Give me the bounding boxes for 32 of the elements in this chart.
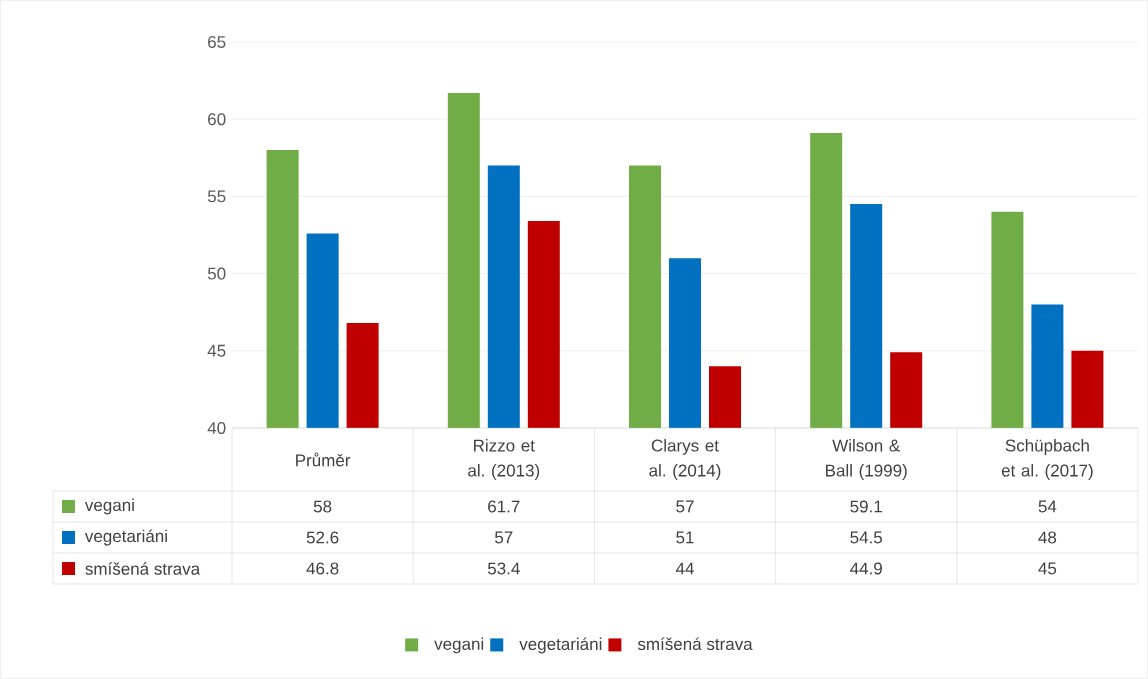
legend-label: vegani [84, 498, 134, 515]
data-label: 44.9 [850, 562, 882, 575]
legend-label: smíšená strava [85, 562, 201, 575]
data-label: 45 [1038, 562, 1057, 575]
data-label: 51 [676, 531, 694, 544]
text: vegetariáni [519, 637, 602, 654]
data-label: 61.7 [488, 500, 520, 513]
data-label: 44 [675, 562, 694, 575]
data-label: 54 [1038, 500, 1057, 513]
y-tick-label: 50 [207, 267, 226, 280]
data-label: 53.4 [487, 562, 520, 575]
x-tick-label: Rizzo et al. (2013) [468, 439, 540, 480]
legend-label: vegetariáni [84, 529, 167, 546]
data-label: 57 [495, 531, 513, 544]
x-tick-label: Wilson & Ball (1999) [826, 439, 907, 480]
x-tick-label: Schüpbach et al. (2017) [1001, 439, 1093, 480]
data-label: 48 [1038, 531, 1057, 544]
data-label: 52.6 [306, 531, 339, 544]
y-tick-label: 40 [207, 421, 226, 435]
data-label: 46.8 [306, 562, 339, 575]
x-tick-label: Clarys et al. (2014) [649, 439, 721, 480]
data-label: 58 [313, 500, 332, 513]
text: vegani [434, 637, 484, 654]
y-tick-label: 60 [208, 113, 226, 126]
data-label: 59.1 [850, 500, 882, 513]
text: smíšená strava [637, 637, 753, 651]
y-tick-label: 65 [208, 35, 226, 49]
y-tick-label: 55 [207, 190, 226, 203]
x-tick-label: Průměr [296, 452, 351, 467]
y-tick-label: 45 [207, 344, 226, 357]
data-label: 57 [676, 500, 694, 513]
data-label: 54.5 [850, 531, 883, 544]
